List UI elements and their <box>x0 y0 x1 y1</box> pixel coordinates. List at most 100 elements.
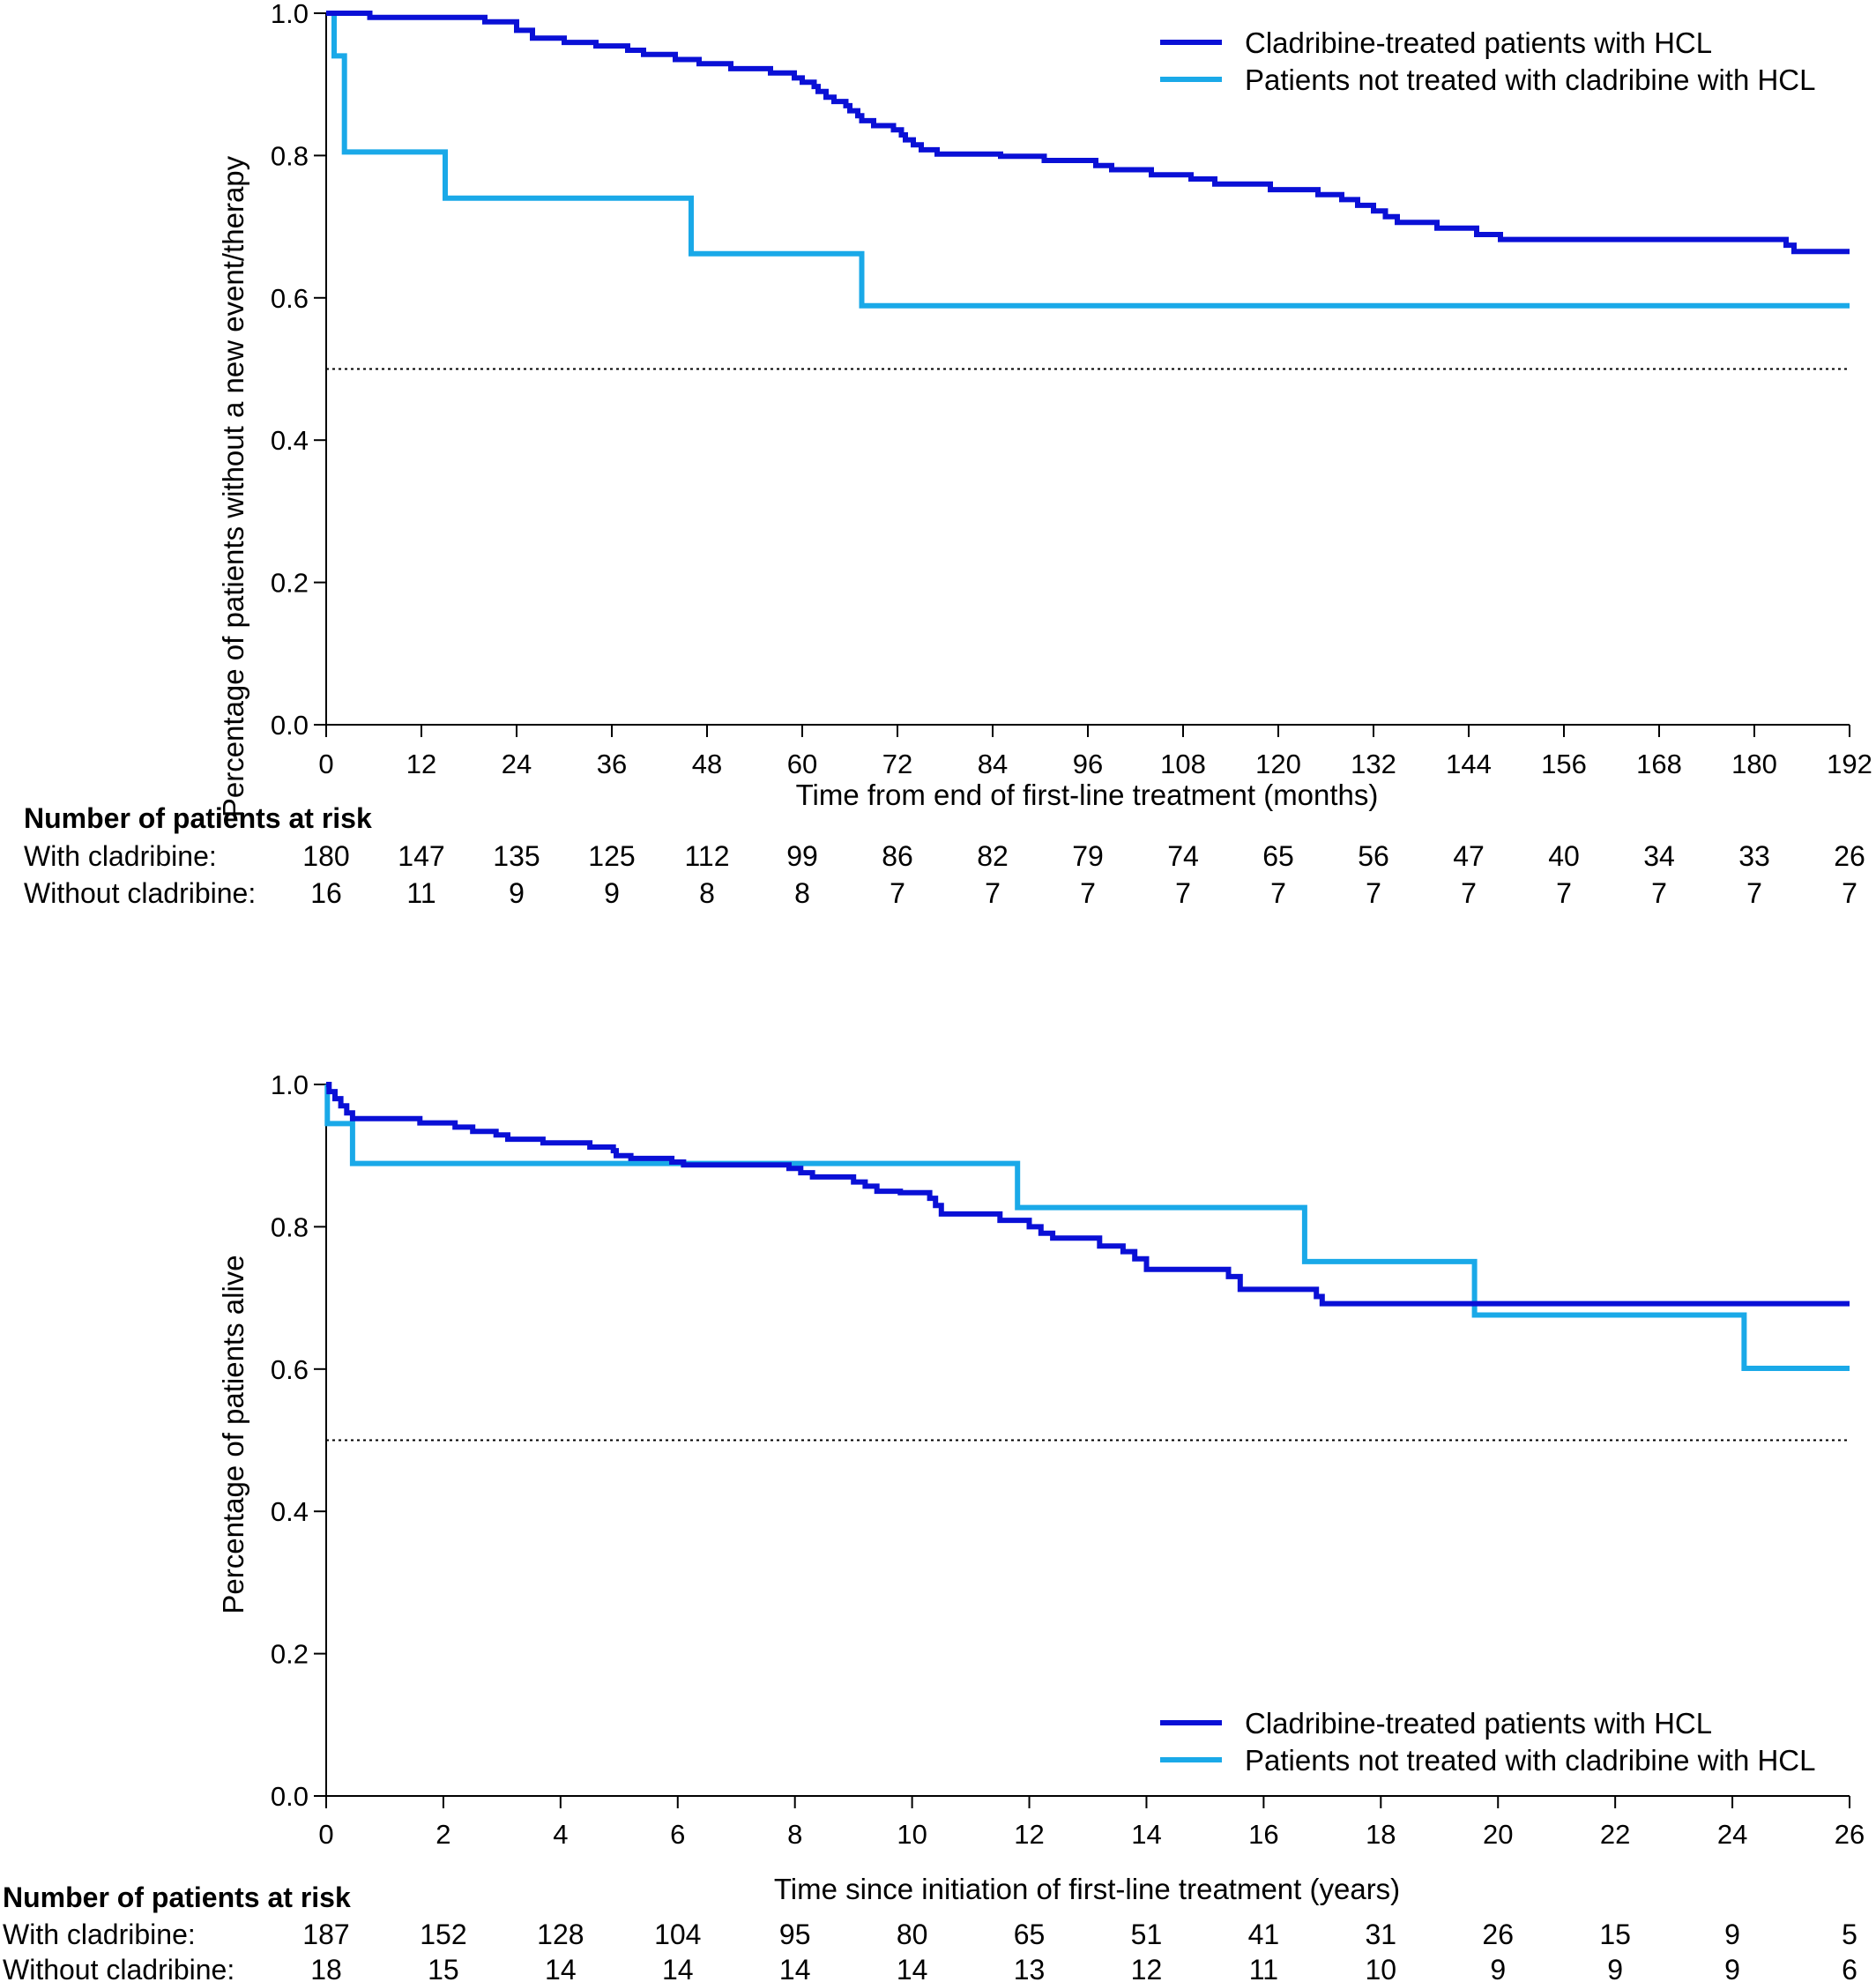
risk-row-label-without: Without cladribine: <box>24 877 256 909</box>
x-tick-label: 20 <box>1483 1819 1513 1850</box>
legend-label-no-cladribine: Patients not treated with cladribine wit… <box>1245 1744 1816 1777</box>
x-tick-label: 12 <box>406 749 436 779</box>
risk-value: 10 <box>1366 1954 1397 1982</box>
legend-label-no-cladribine: Patients not treated with cladribine wit… <box>1245 63 1816 96</box>
risk-value: 7 <box>1080 877 1096 909</box>
survival-curves <box>324 1082 1850 1371</box>
panel-overall-survival: Percentage of patients alive 0.00.20.40.… <box>3 1069 1865 1982</box>
x-tick-label: 16 <box>1248 1819 1278 1850</box>
risk-value: 125 <box>588 840 635 872</box>
risk-value: 14 <box>779 1954 811 1982</box>
risk-value: 34 <box>1643 840 1675 872</box>
y-axis: 0.0 0.2 0.4 0.6 0.8 1.0 <box>271 0 327 741</box>
y-tick-label: 0.8 <box>271 1211 309 1242</box>
survival-curves <box>326 11 1850 309</box>
x-tick-label: 18 <box>1366 1819 1396 1850</box>
risk-value: 82 <box>977 840 1009 872</box>
risk-value: 6 <box>1842 1954 1857 1982</box>
y-tick-label: 0.4 <box>271 1496 309 1527</box>
y-tick-label: 0.2 <box>271 1639 309 1670</box>
risk-value: 31 <box>1366 1919 1397 1950</box>
risk-table: Number of patients at risk With cladribi… <box>3 1881 1857 1982</box>
risk-table: Number of patients at risk With cladribi… <box>24 802 1865 909</box>
legend-label-cladribine: Cladribine-treated patients with HCL <box>1245 26 1712 59</box>
y-tick-label: 0.6 <box>271 283 309 314</box>
risk-value: 79 <box>1072 840 1104 872</box>
y-tick-label: 1.0 <box>271 0 309 29</box>
risk-value: 7 <box>1175 877 1191 909</box>
risk-value: 16 <box>310 877 342 909</box>
risk-value: 9 <box>1607 1954 1623 1982</box>
x-tick-label: 108 <box>1160 749 1206 779</box>
risk-value: 12 <box>1131 1954 1163 1982</box>
risk-value: 80 <box>897 1919 928 1950</box>
risk-value: 74 <box>1167 840 1199 872</box>
risk-value: 9 <box>1724 1919 1740 1950</box>
x-tick-label: 48 <box>692 749 722 779</box>
x-tick-label: 36 <box>597 749 627 779</box>
risk-value: 15 <box>428 1954 459 1982</box>
risk-value: 9 <box>604 877 620 909</box>
x-axis-title: Time since initiation of first-line trea… <box>774 1873 1400 1905</box>
x-tick-label: 6 <box>670 1819 685 1850</box>
risk-value: 8 <box>699 877 715 909</box>
x-tick-label: 12 <box>1014 1819 1044 1850</box>
risk-value: 11 <box>406 877 436 909</box>
curve-no-cladribine <box>326 11 1850 309</box>
y-tick-label: 0.6 <box>271 1354 309 1385</box>
legend: Cladribine-treated patients with HCL Pat… <box>1160 1707 1816 1777</box>
risk-value: 128 <box>537 1919 584 1950</box>
x-tick-label: 4 <box>553 1819 568 1850</box>
y-tick-label: 0.4 <box>271 425 309 456</box>
risk-value: 26 <box>1482 1919 1514 1950</box>
risk-value: 7 <box>1651 877 1667 909</box>
x-tick-label: 192 <box>1827 749 1872 779</box>
risk-value: 51 <box>1131 1919 1163 1950</box>
y-tick-label: 0.0 <box>271 1781 309 1812</box>
risk-value: 7 <box>1842 877 1857 909</box>
curve-cladribine <box>326 1082 1850 1307</box>
x-tick-label: 24 <box>1717 1819 1747 1850</box>
risk-value: 99 <box>786 840 818 872</box>
risk-value: 112 <box>684 840 729 872</box>
x-tick-label: 24 <box>502 749 532 779</box>
x-tick-label: 96 <box>1073 749 1103 779</box>
risk-value: 135 <box>493 840 540 872</box>
panel-event-free: Percentage of patients without a new eve… <box>24 0 1872 909</box>
y-tick-label: 0.2 <box>271 568 309 599</box>
risk-value: 8 <box>794 877 810 909</box>
x-axis: 0 12 24 36 48 60 72 84 96 108 120 132 144 156 168 180 19… <box>318 724 1872 779</box>
risk-table-title: Number of patients at risk <box>24 802 372 834</box>
risk-value: 9 <box>1724 1954 1740 1982</box>
risk-value: 9 <box>1490 1954 1506 1982</box>
x-tick-label: 132 <box>1351 749 1396 779</box>
risk-value: 18 <box>310 1954 342 1982</box>
risk-value: 33 <box>1738 840 1770 872</box>
risk-value: 152 <box>420 1919 466 1950</box>
risk-row-label-with: With cladribine: <box>24 840 217 872</box>
risk-value: 14 <box>545 1954 577 1982</box>
x-tick-label: 0 <box>318 749 333 779</box>
risk-value: 14 <box>897 1954 928 1982</box>
x-tick-label: 156 <box>1541 749 1587 779</box>
curve-cladribine <box>326 11 1850 255</box>
y-axis: 0.0 0.2 0.4 0.6 0.8 1.0 <box>271 1069 327 1812</box>
risk-value: 65 <box>1014 1919 1046 1950</box>
risk-value: 56 <box>1358 840 1389 872</box>
risk-value: 180 <box>302 840 349 872</box>
risk-value: 5 <box>1842 1919 1857 1950</box>
x-tick-label: 144 <box>1446 749 1492 779</box>
x-tick-label: 168 <box>1636 749 1682 779</box>
curve-no-cladribine <box>324 1082 1850 1371</box>
x-tick-label: 72 <box>882 749 912 779</box>
risk-value: 14 <box>662 1954 694 1982</box>
y-axis-title: Percentage of patients without a new eve… <box>217 155 249 817</box>
risk-value: 86 <box>882 840 913 872</box>
risk-value: 104 <box>654 1919 701 1950</box>
risk-value: 40 <box>1548 840 1580 872</box>
risk-value: 7 <box>1556 877 1572 909</box>
x-tick-label: 8 <box>787 1819 802 1850</box>
legend: Cladribine-treated patients with HCL Pat… <box>1160 26 1816 96</box>
risk-row-label-without: Without cladribine: <box>3 1954 234 1982</box>
